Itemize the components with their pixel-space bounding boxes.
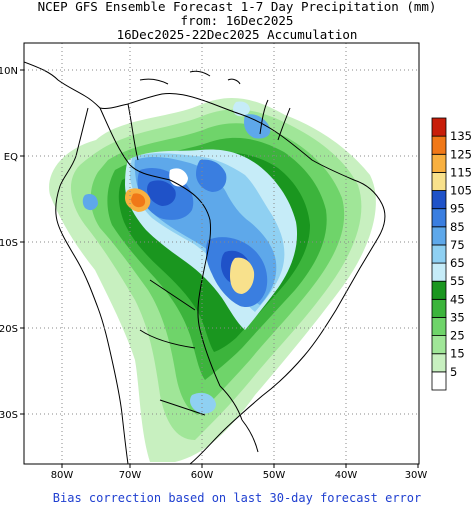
colorbar-label: 55 bbox=[450, 274, 465, 288]
colorbar-swatch bbox=[431, 317, 447, 337]
colorbar-swatch bbox=[431, 208, 447, 228]
lon-tick-labels: 80W 70W 60W 50W 40W 30W bbox=[51, 470, 428, 481]
lon-tick-label: 30W bbox=[405, 470, 428, 481]
lat-tick-label: 30S bbox=[0, 410, 18, 421]
colorbar-label: 65 bbox=[450, 256, 465, 270]
title-line-2: from: 16Dec2025 bbox=[180, 13, 294, 28]
lat-tick-label: EQ bbox=[4, 152, 18, 163]
colorbar-swatch bbox=[431, 153, 447, 173]
colorbar-label: 5 bbox=[450, 365, 457, 379]
colorbar-label: 15 bbox=[450, 347, 465, 361]
lon-tick-label: 80W bbox=[51, 470, 74, 481]
colorbar: 5 15 25 35 45 55 65 75 85 95 105 115 125 135 bbox=[431, 117, 472, 391]
lon-tick-label: 50W bbox=[263, 470, 286, 481]
colorbar-label: 125 bbox=[450, 147, 472, 161]
colorbar-swatch bbox=[431, 262, 447, 282]
colorbar-label: 25 bbox=[450, 329, 465, 343]
lon-tick-label: 60W bbox=[191, 470, 214, 481]
colorbar-swatch bbox=[431, 171, 447, 191]
colorbar-swatch bbox=[431, 280, 447, 300]
plot-frame bbox=[23, 42, 420, 465]
colorbar-label: 75 bbox=[450, 238, 465, 252]
title-line-3: 16Dec2025-22Dec2025 Accumulation bbox=[116, 27, 358, 42]
title-line-1: NCEP GFS Ensemble Forecast 1-7 Day Preci… bbox=[37, 0, 437, 14]
colorbar-swatch bbox=[431, 353, 447, 373]
colorbar-label: 115 bbox=[450, 165, 472, 179]
colorbar-label: 45 bbox=[450, 292, 465, 306]
colorbar-swatch bbox=[431, 244, 447, 264]
lat-tick-label: 20S bbox=[0, 324, 18, 335]
colorbar-swatch bbox=[431, 117, 447, 137]
colorbar-swatch bbox=[431, 190, 447, 210]
country-outlines bbox=[24, 61, 386, 464]
lat-tick-label: 10N bbox=[0, 66, 18, 77]
colorbar-swatch bbox=[431, 298, 447, 318]
colorbar-swatch bbox=[431, 371, 447, 391]
lat-tick-labels: 10N EQ 10S 20S 30S bbox=[0, 66, 18, 421]
lon-tick-label: 70W bbox=[119, 470, 142, 481]
colorbar-swatch bbox=[431, 226, 447, 246]
colorbar-label: 135 bbox=[450, 129, 472, 143]
colorbar-label: 35 bbox=[450, 310, 465, 324]
precipitation-map: 80W 70W 60W 50W 40W 30W 10N EQ 10S 20S 3… bbox=[0, 42, 472, 481]
colorbar-label: 95 bbox=[450, 202, 465, 216]
colorbar-swatch bbox=[431, 135, 447, 155]
colorbar-label: 85 bbox=[450, 220, 465, 234]
colorbar-swatch bbox=[431, 335, 447, 355]
colorbar-label: 105 bbox=[450, 184, 472, 198]
footer-note: Bias correction based on last 30-day for… bbox=[52, 491, 422, 505]
tick-marks bbox=[20, 69, 419, 468]
lon-tick-label: 40W bbox=[335, 470, 358, 481]
lat-tick-label: 10S bbox=[0, 238, 18, 249]
precipitation-shading bbox=[49, 97, 376, 462]
